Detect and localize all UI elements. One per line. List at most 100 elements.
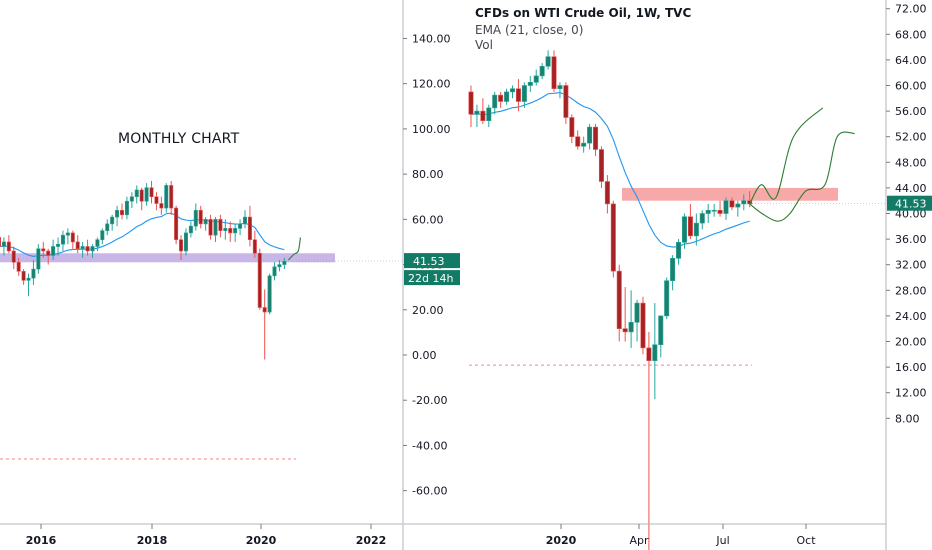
candle-body [486,107,492,122]
price-label-monthly: 41.53 [413,255,445,268]
candle-body [676,242,682,259]
candle-body [539,66,545,77]
candle-body [179,239,184,252]
candle-body [693,222,699,237]
candle-body [272,266,277,277]
y-tick-label: 52.00 [895,131,927,144]
x-tick-label: 2020 [246,534,277,547]
y-tick-label: 20.00 [412,304,444,317]
x-tick-label: Oct [796,534,816,547]
y-tick-label: 28.00 [895,284,927,297]
countdown-label: 22d 14h [408,272,453,285]
candle-body [247,216,252,240]
candle-body [681,216,687,243]
y-tick-label: 44.00 [895,182,927,195]
candle-body [65,232,70,236]
y-tick-label: 16.00 [895,361,927,374]
candle-body [100,230,105,240]
candle-body [563,85,569,118]
candle-body [149,187,154,198]
candle-body [262,307,267,313]
y-tick-label: 40.00 [895,208,927,221]
candle-body [741,200,747,205]
candle-body [510,88,516,93]
candle-body [705,210,711,214]
candle-body [628,321,634,333]
ema-indicator-label[interactable]: EMA (21, close, 0) [475,23,584,37]
candle-body [183,232,188,252]
price-label-box-monthly [404,253,460,269]
candle-body [533,75,539,83]
x-tick-label: 2020 [546,534,577,547]
candle-body [515,88,521,102]
candle-body [203,219,208,225]
candle-body [238,223,243,229]
x-tick-label: Jul [715,534,729,547]
y-tick-label: 12.00 [895,387,927,400]
candle-body [664,280,670,317]
y-tick-label: -20.00 [412,394,447,407]
y-tick-label: 0.00 [412,349,437,362]
support-zone [0,253,335,263]
y-tick-label: 120.00 [412,78,451,91]
candle-body [115,209,120,218]
y-tick-label: 60.00 [895,80,927,93]
y-tick-label: 68.00 [895,28,927,41]
candle-body [610,203,616,272]
candle-body [504,91,510,102]
candle-body [11,250,16,263]
candle-body [169,185,174,209]
candle-body [129,196,134,202]
candle-body [557,85,563,89]
candle-body [480,110,486,121]
candle-body [46,250,51,256]
monthly-chart-label: MONTHLY CHART [118,131,240,147]
candle-body [687,216,693,237]
y-tick-label: 140.00 [412,32,451,45]
candle-body [120,209,125,216]
candle-body [41,248,46,252]
candle-body [735,203,741,208]
candle-body [652,344,658,362]
candle-body [492,94,498,109]
candle-body [717,210,723,214]
candle-body [598,149,604,182]
ema-line-weekly [470,92,750,248]
volume-indicator-label[interactable]: Vol [475,38,493,52]
candle-body [198,209,203,225]
y-tick-label: -40.00 [412,439,447,452]
candle-body [622,328,628,333]
candle-body [593,126,599,150]
y-tick-label: 20.00 [895,336,927,349]
candle-body [26,277,31,281]
candle-body [569,117,575,138]
candle-body [521,85,527,102]
candle-body [218,219,223,231]
chart-title: CFDs on WTI Crude Oil, 1W, TVC [475,6,692,20]
candle-body [134,189,139,198]
candle-body [193,209,198,227]
candle-body [56,243,61,247]
candle-body [95,239,100,247]
candle-body [1,241,6,247]
y-tick-label: 60.00 [412,213,444,226]
candle-body [174,207,179,240]
candle-body [60,234,65,245]
candle-body [729,200,735,208]
candle-body [159,203,164,209]
candle-body [604,181,610,205]
y-tick-label: 100.00 [412,123,451,136]
x-tick-label: 2016 [26,534,57,547]
x-tick-label: Apr [629,534,649,547]
y-tick-label: 56.00 [895,105,927,118]
candle-body [646,347,652,361]
candle-body [154,196,159,204]
candle-body [545,56,551,67]
candle-body [213,219,218,236]
candle-body [498,94,504,102]
candle-body [474,110,480,115]
x-tick-label: 2018 [137,534,168,547]
candle-body [208,219,213,236]
candle-body [670,257,676,281]
